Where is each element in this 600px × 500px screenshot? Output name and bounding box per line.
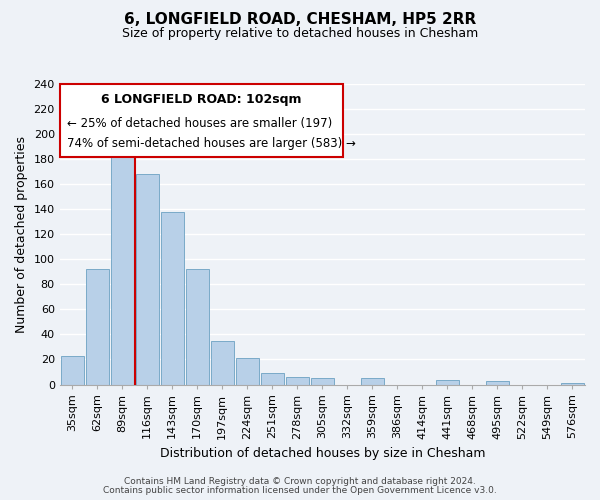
Bar (311, 378, 334, 384)
Bar (61, 356, 83, 384)
Bar (361, 378, 384, 384)
Bar (236, 358, 259, 384)
Text: Size of property relative to detached houses in Chesham: Size of property relative to detached ho… (122, 28, 478, 40)
Text: 6 LONGFIELD ROAD: 102sqm: 6 LONGFIELD ROAD: 102sqm (101, 93, 302, 106)
Text: ← 25% of detached houses are smaller (197): ← 25% of detached houses are smaller (19… (67, 116, 332, 130)
Text: Contains HM Land Registry data © Crown copyright and database right 2024.: Contains HM Land Registry data © Crown c… (124, 477, 476, 486)
Bar (261, 373, 284, 384)
Bar (136, 174, 159, 384)
Text: 74% of semi-detached houses are larger (583) →: 74% of semi-detached houses are larger (… (67, 136, 356, 149)
Bar (286, 377, 309, 384)
X-axis label: Distribution of detached houses by size in Chesham: Distribution of detached houses by size … (160, 447, 485, 460)
Text: Contains public sector information licensed under the Open Government Licence v3: Contains public sector information licen… (103, 486, 497, 495)
Bar (436, 380, 459, 384)
Bar (110, 146, 134, 384)
Bar (211, 340, 234, 384)
Bar (86, 270, 109, 384)
Bar (186, 270, 209, 384)
Y-axis label: Number of detached properties: Number of detached properties (15, 136, 28, 333)
Bar (486, 381, 509, 384)
Text: 6, LONGFIELD ROAD, CHESHAM, HP5 2RR: 6, LONGFIELD ROAD, CHESHAM, HP5 2RR (124, 12, 476, 28)
Bar (161, 212, 184, 384)
